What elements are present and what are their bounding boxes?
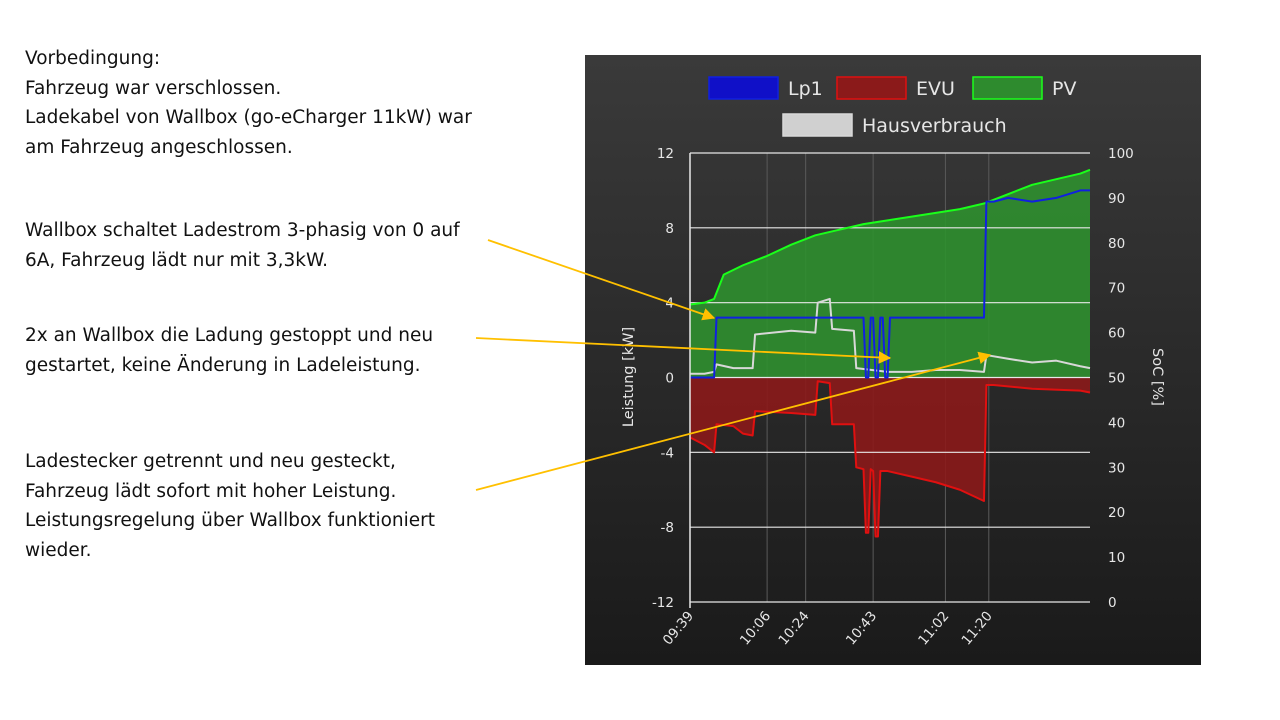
- arrow-note3: [475, 351, 992, 491]
- y-axis-title-right: SoC [%]: [1149, 348, 1165, 406]
- note-line: Ladestecker getrennt und neu gesteckt,: [25, 451, 396, 472]
- y-tick-label-right: 50: [1108, 371, 1125, 387]
- note-line: wieder.: [25, 539, 92, 561]
- y-tick-label-right: 0: [1108, 595, 1117, 611]
- note-replug: Ladestecker getrennt und neu gesteckt, F…: [25, 447, 505, 565]
- y-tick-label-right: 60: [1108, 326, 1125, 342]
- pv-area: [690, 169, 1090, 378]
- note-line: gestartet, keine Änderung in Ladeleistun…: [25, 354, 421, 376]
- legend-label: EVU: [916, 78, 955, 100]
- y-tick-label-left: -12: [652, 595, 674, 611]
- note-line: Leistungsregelung über Wallbox funktioni…: [25, 510, 436, 531]
- legend-label: Hausverbrauch: [862, 115, 1007, 137]
- legend-swatch: [836, 76, 907, 100]
- y-axis-title-left: Leistung [kW]: [621, 327, 637, 427]
- precondition-line: Ladekabel von Wallbox (go-eCharger 11kW)…: [25, 107, 472, 128]
- legend-label: Lp1: [788, 78, 823, 100]
- series-line-hausverbrauch: [690, 297, 1091, 375]
- y-tick-label-right: 40: [1108, 415, 1125, 431]
- arrow-note2: [475, 337, 892, 364]
- note-line: 6A, Fahrzeug lädt nur mit 3,3kW.: [25, 249, 329, 271]
- precondition-note: Vorbedingung: Fahrzeug war verschlossen.…: [25, 44, 505, 162]
- y-tick-label-left: 4: [665, 296, 674, 312]
- legend-swatch: [782, 113, 853, 137]
- y-tick-label-left: 12: [657, 146, 674, 162]
- precondition-line: Fahrzeug war verschlossen.: [25, 77, 282, 99]
- y-tick-label-left: -8: [661, 520, 674, 536]
- y-tick-label-left: -4: [661, 445, 674, 461]
- series-line-evu: [689, 380, 1091, 538]
- power-chart: 12 8 4 0 -4 -8 -12 100 90 80 70 60 50 40 30 20 10 0 09:39 1…: [585, 55, 1201, 665]
- evu-area: [690, 377, 1090, 537]
- y-tick-label-right: 10: [1108, 550, 1125, 566]
- y-tick-label-right: 30: [1108, 460, 1125, 476]
- y-tick-label-right: 100: [1108, 146, 1134, 162]
- precondition-line: am Fahrzeug angeschlossen.: [25, 136, 293, 158]
- legend-swatch: [972, 76, 1043, 100]
- legend-swatch: [708, 76, 779, 100]
- y-tick-label-right: 80: [1108, 236, 1125, 252]
- precondition-line: Vorbedingung:: [25, 48, 161, 69]
- note-line: Fahrzeug lädt sofort mit hoher Leistung.: [25, 480, 397, 502]
- y-tick-label-right: 90: [1108, 191, 1125, 207]
- note-charge-6a: Wallbox schaltet Ladestrom 3-phasig von …: [25, 216, 505, 275]
- y-tick-label-right: 20: [1108, 505, 1125, 521]
- y-tick-label-left: 8: [665, 221, 674, 237]
- arrow-note1: [487, 239, 716, 321]
- note-restart: 2x an Wallbox die Ladung gestoppt und ne…: [25, 321, 505, 380]
- y-tick-label-left: 0: [665, 371, 674, 387]
- series-line-pv: [689, 168, 1091, 306]
- note-line: 2x an Wallbox die Ladung gestoppt und ne…: [25, 325, 434, 346]
- legend-label: PV: [1052, 78, 1076, 100]
- note-line: Wallbox schaltet Ladestrom 3-phasig von …: [25, 220, 460, 241]
- y-tick-label-right: 70: [1108, 281, 1125, 297]
